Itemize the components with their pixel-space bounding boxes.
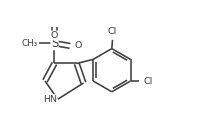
Text: HN: HN — [43, 95, 57, 104]
Text: CH₃: CH₃ — [22, 39, 38, 48]
Text: Cl: Cl — [108, 27, 117, 36]
Text: S: S — [51, 37, 58, 50]
Text: Cl: Cl — [143, 77, 152, 85]
Text: O: O — [51, 31, 58, 40]
Text: O: O — [74, 41, 81, 50]
